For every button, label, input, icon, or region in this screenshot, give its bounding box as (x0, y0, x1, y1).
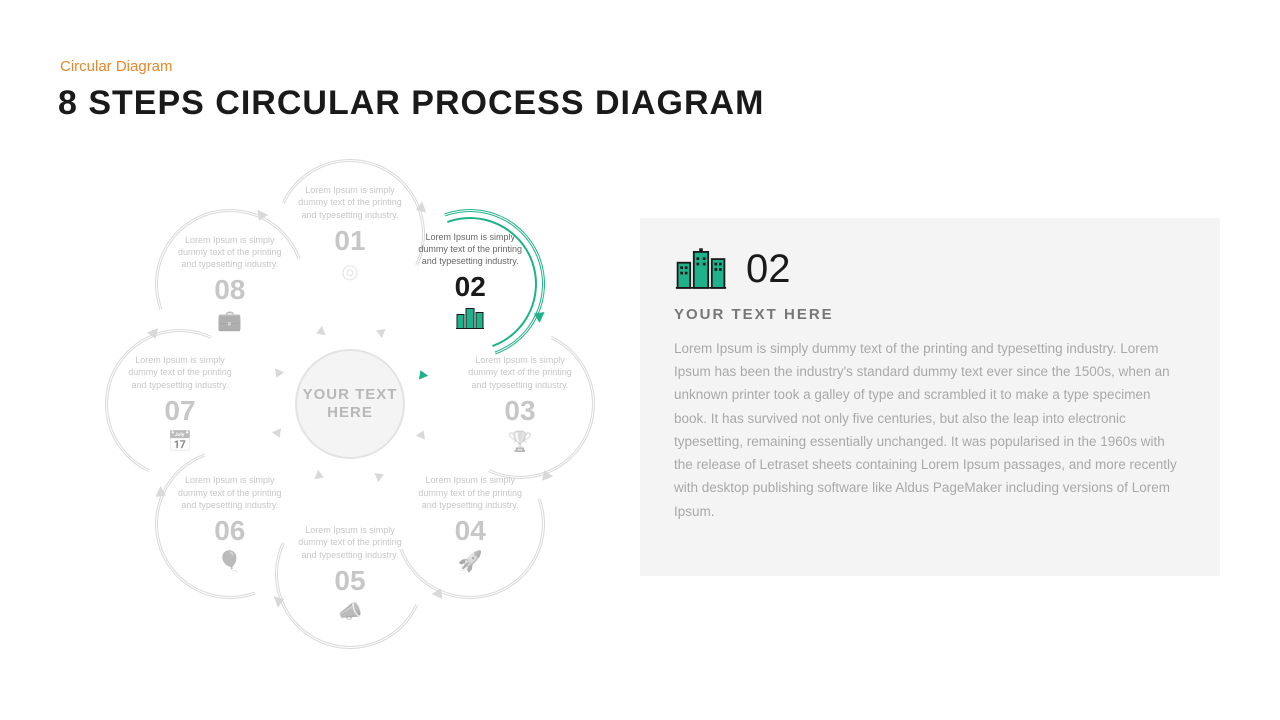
connector-arrow (374, 470, 385, 482)
panel-body-text: Lorem Ipsum is simply dummy text of the … (674, 337, 1186, 523)
connector-arrow (315, 470, 326, 482)
panel-subtitle: YOUR TEXT HERE (674, 306, 1186, 323)
connector-arrow (272, 428, 284, 439)
circular-diagram: YOUR TEXT HERE Lorem Ipsum is simply dum… (80, 134, 620, 674)
slide-subtitle: Circular Diagram (60, 58, 173, 75)
calendar-icon: 📅 (168, 429, 193, 454)
connector-arrow (315, 326, 326, 338)
briefcase-icon: 💼 (217, 308, 242, 333)
chart-icon (674, 246, 728, 292)
rocket-icon: 🚀 (458, 549, 483, 574)
slide-title: 8 STEPS CIRCULAR PROCESS DIAGRAM (58, 84, 764, 123)
connector-arrow (272, 369, 284, 380)
target-icon: ◎ (341, 259, 358, 284)
connector-arrow (374, 326, 385, 338)
diagram-center: YOUR TEXT HERE (295, 349, 405, 459)
panel-header: 02 (674, 246, 1186, 292)
connector-arrow (416, 428, 428, 439)
panel-step-number: 02 (746, 247, 791, 292)
step-petal-08: Lorem Ipsum is simply dummy text of the … (155, 209, 305, 359)
connector-arrow (416, 369, 428, 380)
balloon-icon: 🎈 (217, 549, 242, 574)
megaphone-icon: 📣 (338, 599, 363, 624)
detail-panel: 02 YOUR TEXT HERE Lorem Ipsum is simply … (640, 218, 1220, 576)
